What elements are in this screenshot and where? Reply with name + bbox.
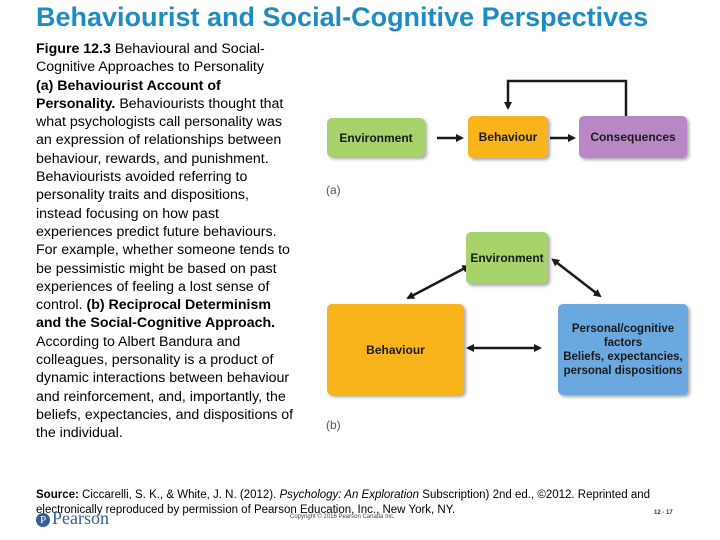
panel-b-heading: (b) Reciprocal Determinism and the Socia…: [36, 297, 276, 332]
source-book-title: Psychology: An Exploration: [279, 489, 420, 501]
source-label: Source:: [36, 489, 79, 501]
pearson-logo: P Pearson: [36, 508, 109, 529]
slide-title: Behaviourist and Social-Cognitive Perspe…: [36, 2, 649, 32]
figure-title: Behavioural and Social-Cognitive Approac…: [36, 41, 265, 76]
b-personal-factors-box: Personal/cognitive factors Beliefs, expe…: [558, 304, 688, 395]
copyright-notice: Copyright © 2016 Pearson Canada Inc.: [290, 514, 395, 520]
arrow-env-personal: [551, 258, 602, 298]
a-environment-box: Environment: [327, 118, 425, 157]
source-text-after: Subscription) 2nd ed., ©2012. Reprinted …: [36, 489, 651, 516]
figure-label: Figure 12.3: [36, 41, 111, 57]
source-citation: Source: Ciccarelli, S. K., & White, J. N…: [36, 488, 696, 517]
a-consequences-box: Consequences: [579, 116, 687, 158]
pearson-logo-icon: P: [36, 512, 50, 527]
panel-b-label: (b): [326, 418, 341, 432]
arrow-feedback-loop: [504, 79, 628, 116]
source-text-before: Ciccarelli, S. K., & White, J. N. (2012)…: [78, 489, 280, 501]
a-behaviour-box: Behaviour: [468, 116, 548, 158]
personal-line-2: factors: [603, 336, 643, 349]
figure-caption: Figure 12.3 Behavioural and Social-Cogni…: [36, 40, 298, 443]
b-environment-box: Environment: [466, 232, 548, 284]
panel-a-label: (a): [326, 183, 341, 197]
panel-a-heading: (a) Behaviourist Account of Personality.: [36, 77, 221, 112]
arrow-env-behaviour: [406, 265, 471, 300]
panel-b-text: According to Albert Bandura and colleagu…: [36, 333, 294, 442]
personal-line-4: personal dispositions: [563, 364, 683, 377]
personal-line-3: Beliefs, expectancies,: [563, 350, 683, 363]
b-behaviour-box: Behaviour: [327, 304, 464, 395]
personal-line-1: Personal/cognitive: [571, 322, 675, 335]
page-number: 12 - 17: [654, 510, 673, 516]
pearson-logo-text: Pearson: [52, 508, 109, 528]
panel-a-text: Behaviourists thought that what psycholo…: [36, 95, 290, 314]
